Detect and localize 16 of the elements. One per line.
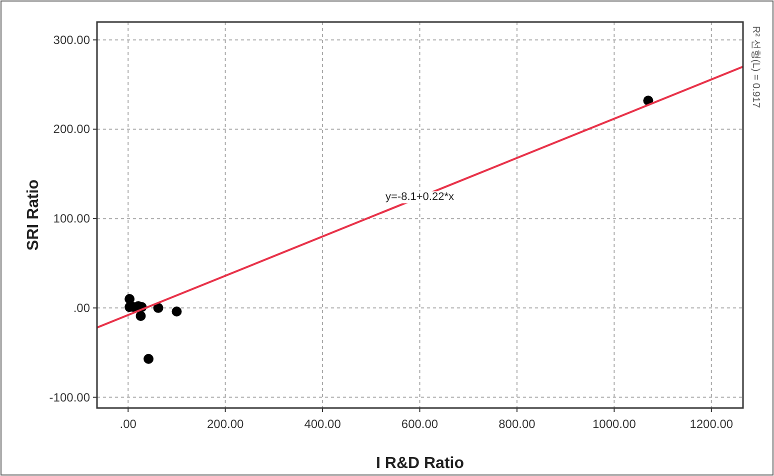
- x-tick-label: 600.00: [401, 417, 438, 431]
- x-tick-label: .00: [120, 417, 137, 431]
- x-tick-label: 1200.00: [690, 417, 734, 431]
- y-tick-label: -100.00: [49, 390, 90, 404]
- y-tick-label: .00: [73, 300, 90, 315]
- text: R² 선형(L) = 0.917: [750, 26, 761, 108]
- x-tick-label: 800.00: [498, 417, 536, 431]
- x-tick-label: 1000.00: [592, 417, 636, 431]
- y-tick-label: 100.00: [53, 212, 90, 226]
- y-tick-label: 200.00: [53, 122, 90, 136]
- annotation: y=-8.1+0.22*x: [386, 191, 454, 204]
- x-tick-label: 200.00: [206, 417, 244, 431]
- y-tick-label: 300.00: [53, 32, 90, 47]
- y-axis-title: SRI Ratio: [25, 179, 42, 251]
- x-tick-label: 400.00: [304, 417, 342, 431]
- x-axis-title: I R&D Ratio: [376, 455, 464, 472]
